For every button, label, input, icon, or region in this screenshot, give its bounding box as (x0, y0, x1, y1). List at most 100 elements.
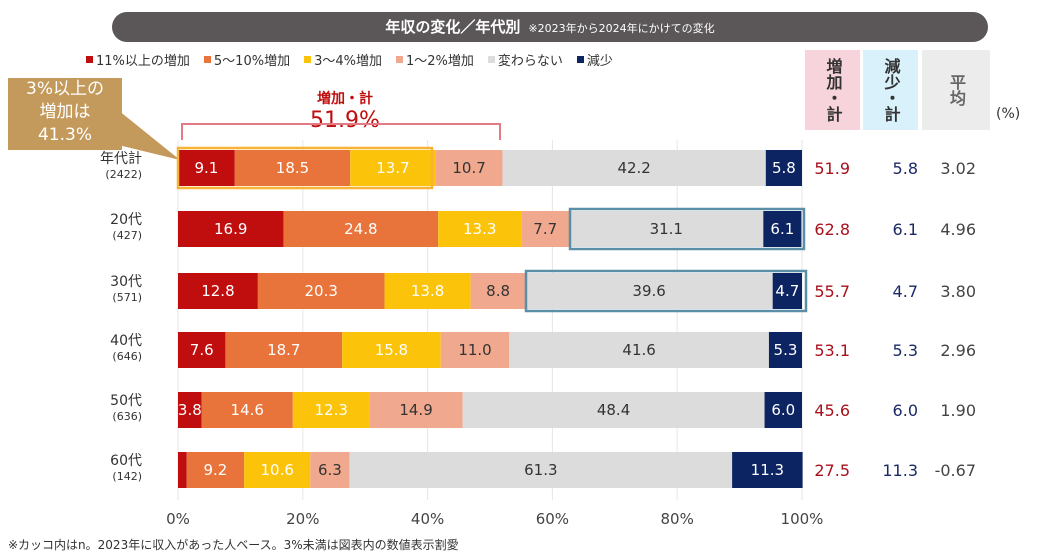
bar-value-label: 12.8 (201, 282, 234, 300)
bar-segment (768, 332, 802, 368)
x-tick-label: 100% (781, 510, 824, 528)
bracket-label: 増加・計 51.9% (230, 88, 460, 133)
bar-value-label: 39.6 (632, 282, 665, 300)
bar-segment (178, 211, 284, 247)
bar-segment (732, 452, 803, 488)
highlight-box (568, 207, 806, 251)
bar-segment (283, 211, 439, 247)
x-tick-label: 0% (166, 510, 190, 528)
legend-swatch (304, 56, 312, 63)
bar-value-label: 24.8 (344, 220, 377, 238)
bar-value-label: 6.1 (770, 220, 794, 238)
bar-segment (772, 273, 802, 309)
bar-segment (178, 150, 235, 186)
bar-segment (521, 211, 570, 247)
decrease-value: 6.1 (893, 220, 918, 239)
bar-value-label: 20.3 (305, 282, 338, 300)
age-label: 40代 (110, 333, 142, 349)
increase-value: 55.7 (814, 282, 850, 301)
header-increase: 増加・計 (805, 50, 860, 130)
legend-swatch (487, 56, 495, 63)
bar-segment (470, 273, 526, 309)
bar-value-label: 13.3 (463, 220, 496, 238)
bar-value-label: 7.7 (533, 220, 557, 238)
bar-value-label: 6.0 (771, 401, 795, 419)
increase-value: 45.6 (814, 401, 850, 420)
increase-value: 62.8 (814, 220, 850, 239)
callout-line: 3%以上の (26, 79, 104, 99)
age-label: 50代 (110, 393, 142, 409)
legend-item: 5～10%増加 (203, 50, 290, 69)
header-average: 平均 (922, 50, 990, 130)
bar-segment (350, 150, 436, 186)
sample-size: (646) (112, 350, 142, 363)
bar-value-label: 11.0 (458, 341, 491, 359)
decrease-value: 11.3 (882, 461, 918, 480)
legend-item: 減少 (576, 50, 613, 69)
legend-item: 1～2%増加 (395, 50, 474, 69)
bar-segment (438, 211, 522, 247)
bar-value-label: 14.9 (399, 401, 432, 419)
bar-segment (462, 392, 765, 428)
decrease-value: 4.7 (893, 282, 918, 301)
decrease-value: 6.0 (893, 401, 918, 420)
increase-value: 53.1 (814, 341, 850, 360)
bar-value-label: 9.1 (194, 159, 218, 177)
bar-segment (369, 392, 463, 428)
row-label: 30代 (571) (72, 275, 142, 305)
bar-value-label: 6.3 (318, 461, 342, 479)
row-label: 50代 (636) (72, 394, 142, 424)
bar-segment (502, 150, 766, 186)
bar-segment (292, 392, 370, 428)
legend-item: 11%以上の増加 (86, 50, 190, 69)
x-tick-label: 40% (411, 510, 444, 528)
sample-size: (2422) (105, 168, 142, 181)
legend-swatch (576, 56, 584, 63)
legend-label: 3～4%増加 (314, 54, 382, 69)
bar-value-label: 4.7 (775, 282, 799, 300)
bar-value-label: 31.1 (650, 220, 683, 238)
bar-segment (244, 452, 311, 488)
bar-value-label: 48.4 (597, 401, 630, 419)
callout-line: 増加は (39, 102, 91, 122)
subtitle: ※2023年から2024年にかけての変化 (528, 22, 715, 35)
bar-value-label: 13.7 (376, 159, 409, 177)
bar-segment (178, 332, 226, 368)
row-label: 20代 (427) (72, 213, 142, 243)
increase-value: 27.5 (814, 461, 850, 480)
bar-segment (765, 150, 802, 186)
bar-value-label: 12.3 (314, 401, 347, 419)
callout-box: 3%以上の 増加は 41.3% (8, 78, 122, 150)
bar-segment (764, 392, 802, 428)
bar-segment (225, 332, 343, 368)
bar-segment (384, 273, 471, 309)
average-value: 3.80 (940, 282, 976, 301)
bar-value-label: 5.8 (772, 159, 796, 177)
bar-segment (234, 150, 351, 186)
legend-label: 1～2%増加 (405, 54, 474, 69)
bar-value-label: 8.8 (486, 282, 510, 300)
bracket-value: 51.9% (310, 108, 380, 133)
sample-size: (636) (112, 410, 142, 423)
x-tick-label: 80% (661, 510, 694, 528)
legend-label: 11%以上の増加 (96, 54, 190, 69)
legend-label: 変わらない (497, 54, 563, 69)
bar-value-label: 18.7 (267, 341, 300, 359)
age-label: 20代 (110, 212, 142, 228)
bar-segment (509, 332, 769, 368)
title-text: 年収の変化／年代別 (385, 18, 521, 36)
bar-value-label: 41.6 (622, 341, 655, 359)
bar-segment (178, 273, 258, 309)
footnote: ※カッコ内はn。2023年に収入があった人ベース。3%未満は図表内の数値表示割愛 (8, 538, 459, 552)
average-value: 4.96 (940, 220, 976, 239)
age-label: 60代 (110, 453, 142, 469)
average-value: -0.67 (935, 461, 976, 480)
age-label: 年代計 (100, 151, 142, 167)
highlight-box (176, 146, 434, 190)
x-tick-label: 20% (286, 510, 319, 528)
unit-label: (%) (996, 106, 1021, 122)
legend-item: 変わらない (487, 50, 563, 69)
age-label: 30代 (110, 274, 142, 290)
bar-value-label: 18.5 (276, 159, 309, 177)
